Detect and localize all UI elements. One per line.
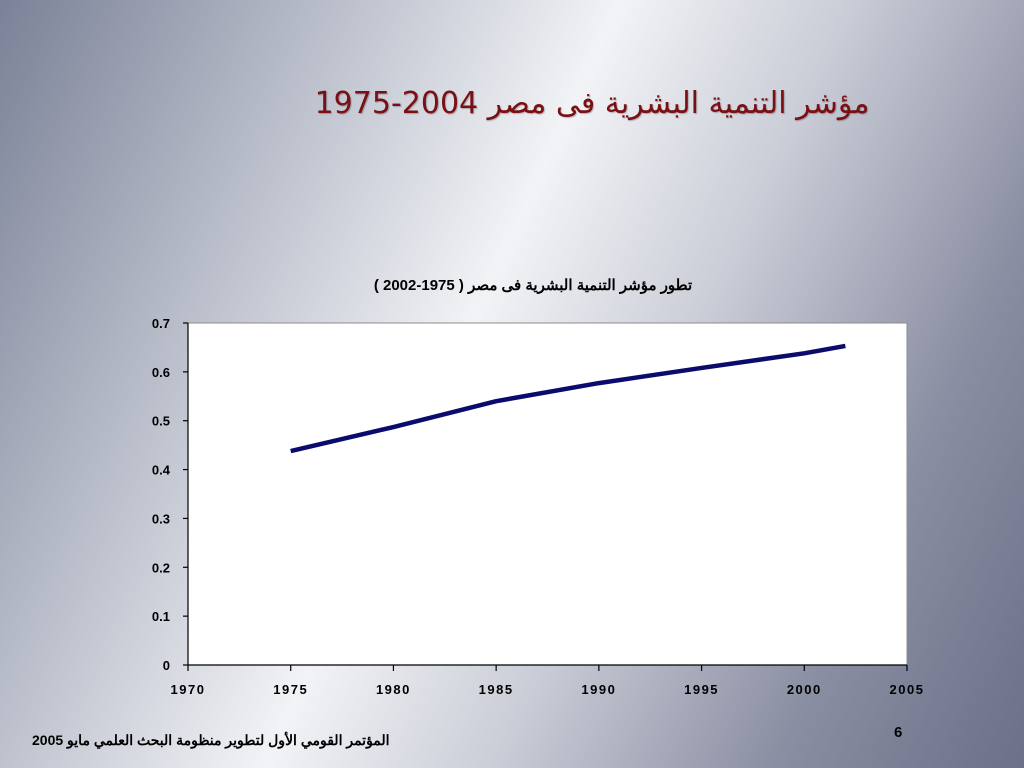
x-tick-label: 1970 xyxy=(171,682,206,697)
chart-axes: 0 0.1 0.2 0.3 0.4 0.5 0.6 0.7 1970 1975 1980 1985 19… xyxy=(152,316,925,697)
y-tick-label: 0.2 xyxy=(152,560,170,575)
x-tick-label: 1990 xyxy=(581,682,616,697)
y-tick-label: 0.1 xyxy=(152,609,170,624)
x-tick-label: 1985 xyxy=(479,682,514,697)
chart-series xyxy=(290,343,846,454)
x-tick-label: 2005 xyxy=(890,682,925,697)
y-tick-label: 0.7 xyxy=(152,316,170,331)
footer-text: المؤتمر القومي الأول لتطوير منظومة البحث… xyxy=(32,732,390,748)
y-tick-label: 0.5 xyxy=(152,414,170,429)
y-tick-label: 0 xyxy=(163,658,170,673)
y-tick-label: 0.4 xyxy=(152,463,171,478)
slide-title: مؤشر التنمية البشرية فى مصر 2004-1975 xyxy=(314,86,870,121)
x-tick-label: 1975 xyxy=(273,682,308,697)
x-tick-label: 1995 xyxy=(684,682,719,697)
y-tick-label: 0.3 xyxy=(152,511,170,526)
plot-area xyxy=(187,322,908,666)
page-number: 6 xyxy=(894,724,903,741)
x-tick-label: 2000 xyxy=(787,682,822,697)
chart-title: تطور مؤشر التنمية البشرية فى مصر ( 1975-… xyxy=(373,277,693,294)
x-tick-label: 1980 xyxy=(376,682,411,697)
y-tick-label: 0.6 xyxy=(152,365,170,380)
